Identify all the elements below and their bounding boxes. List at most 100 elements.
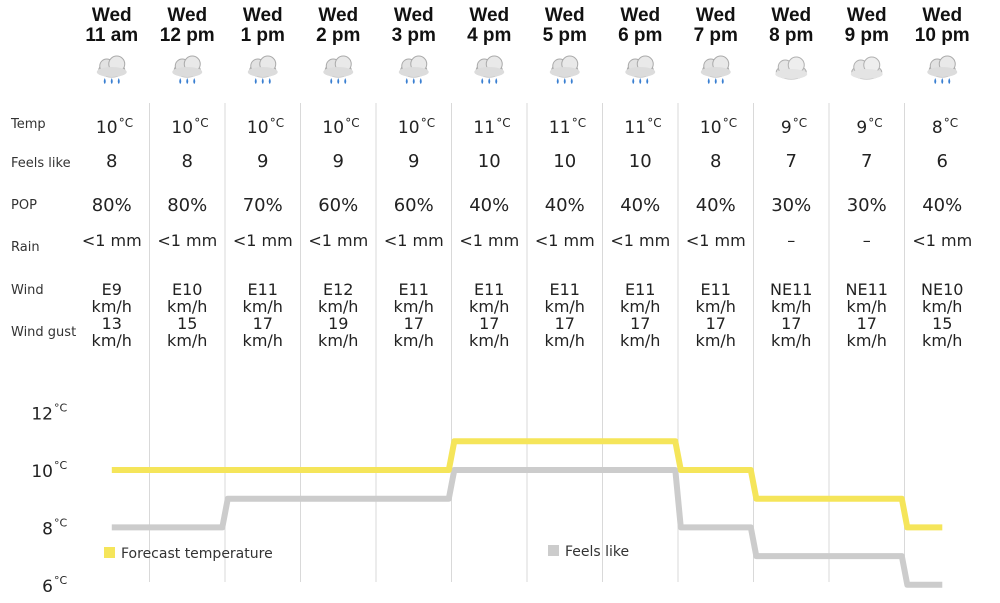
- wind-gust-unit: km/h: [394, 331, 434, 350]
- wind-direction-speed: E12: [323, 280, 353, 299]
- wind-gust-value: 17: [555, 314, 575, 333]
- rain-value: <1 mm: [384, 231, 444, 250]
- temp-value: 10: [96, 118, 118, 138]
- feels-like-value: 10: [553, 151, 576, 172]
- wind-direction-speed: E11: [248, 280, 278, 299]
- temp-value: 9: [856, 118, 867, 138]
- wind-gust-value: 17: [404, 314, 424, 333]
- y-tick-label: 12: [31, 405, 53, 425]
- pop-value: 40%: [922, 195, 962, 216]
- chart-legend: Forecast temperature Feels like: [104, 544, 629, 562]
- wind-direction-speed: E11: [550, 280, 580, 299]
- pop-value: 40%: [545, 195, 585, 216]
- wind-direction-speed: E11: [701, 280, 731, 299]
- temp-value: 11: [624, 118, 646, 138]
- feels-like-value: 8: [106, 151, 117, 172]
- feels-like-value: 7: [786, 151, 797, 172]
- row-label: Temp: [10, 117, 46, 132]
- column-time: 5 pm: [543, 25, 587, 46]
- rain-value: <1 mm: [686, 231, 746, 250]
- rain-value: <1 mm: [459, 231, 519, 250]
- y-tick-unit: °C: [54, 574, 68, 587]
- column-time: 11 am: [85, 25, 138, 46]
- wind-gust-unit: km/h: [545, 331, 585, 350]
- wind-gust-unit: km/h: [620, 331, 660, 350]
- column-time: 3 pm: [392, 25, 436, 46]
- wind-unit: km/h: [922, 297, 962, 316]
- pop-value: 40%: [620, 195, 660, 216]
- wind-unit: km/h: [847, 297, 887, 316]
- series-lines: [111, 438, 943, 588]
- y-tick-unit: °C: [54, 516, 68, 529]
- row-label: Feels like: [11, 156, 71, 171]
- column-day: Wed: [545, 5, 585, 26]
- wind-gust-unit: km/h: [696, 331, 736, 350]
- feels-like-value: 9: [333, 151, 344, 172]
- feels-like-value: 10: [629, 151, 652, 172]
- column-time: 4 pm: [467, 25, 511, 46]
- wind-gust-value: 13: [102, 314, 122, 333]
- column-time: 1 pm: [241, 25, 285, 46]
- rain-cloud-icon: [700, 55, 731, 84]
- rain-cloud-icon: [172, 55, 203, 84]
- column-day: Wed: [394, 5, 434, 26]
- legend-label: Feels like: [565, 544, 629, 560]
- column-day: Wed: [620, 5, 660, 26]
- rain-cloud-icon: [474, 55, 505, 84]
- temp-value: 9: [781, 118, 792, 138]
- wind-gust-value: 17: [706, 314, 726, 333]
- pop-value: 30%: [771, 195, 811, 216]
- temp-unit: °C: [647, 116, 661, 130]
- wind-gust-unit: km/h: [847, 331, 887, 350]
- wind-direction-speed: E10: [172, 280, 202, 299]
- column-time: 9 pm: [845, 25, 889, 46]
- temp-unit: °C: [119, 116, 133, 130]
- column-day: Wed: [469, 5, 509, 26]
- temp-unit: °C: [194, 116, 208, 130]
- rain-value: <1 mm: [308, 231, 368, 250]
- feels-like-value: 8: [710, 151, 721, 172]
- pop-value: 60%: [318, 195, 358, 216]
- wind-unit: km/h: [545, 297, 585, 316]
- row-labels: Temp Feels like POP Rain Wind Wind gust: [10, 117, 76, 340]
- column-time: 8 pm: [769, 25, 813, 46]
- wind-unit: km/h: [696, 297, 736, 316]
- legend-swatch: [104, 547, 115, 558]
- wind-gust-unit: km/h: [771, 331, 811, 350]
- y-tick-unit: °C: [54, 402, 68, 415]
- temperature-chart: 12 °C10 °C8 °C6 °C Forecast temperature Feels…: [31, 402, 943, 597]
- column-day: Wed: [847, 5, 887, 26]
- rain-value: –: [787, 231, 795, 250]
- pop-value: 60%: [394, 195, 434, 216]
- wind-gust-value: 17: [630, 314, 650, 333]
- column-day: Wed: [771, 5, 811, 26]
- rain-value: <1 mm: [233, 231, 293, 250]
- feels-like-value: 9: [408, 151, 419, 172]
- temp-value: 10: [171, 118, 193, 138]
- wind-unit: km/h: [771, 297, 811, 316]
- forecast-temperature-line: [111, 438, 943, 531]
- column-gridlines: [149, 103, 905, 582]
- wind-direction-speed: E11: [625, 280, 655, 299]
- wind-gust-value: 15: [177, 314, 197, 333]
- y-tick-label: 8: [42, 519, 53, 539]
- y-tick-label: 10: [31, 462, 53, 482]
- row-label: Wind gust: [11, 325, 76, 340]
- rain-value: –: [863, 231, 871, 250]
- feels-like-line: [111, 467, 943, 588]
- column-day: Wed: [243, 5, 283, 26]
- temp-value: 10: [247, 118, 269, 138]
- wind-gust-value: 17: [253, 314, 273, 333]
- temp-unit: °C: [345, 116, 359, 130]
- cloud-icon: [775, 56, 808, 80]
- wind-direction-speed: NE11: [770, 280, 812, 299]
- wind-direction-speed: NE11: [846, 280, 888, 299]
- feels-like-value: 6: [937, 151, 948, 172]
- column-day: Wed: [167, 5, 207, 26]
- pop-value: 30%: [847, 195, 887, 216]
- wind-gust-value: 19: [328, 314, 348, 333]
- temp-unit: °C: [270, 116, 284, 130]
